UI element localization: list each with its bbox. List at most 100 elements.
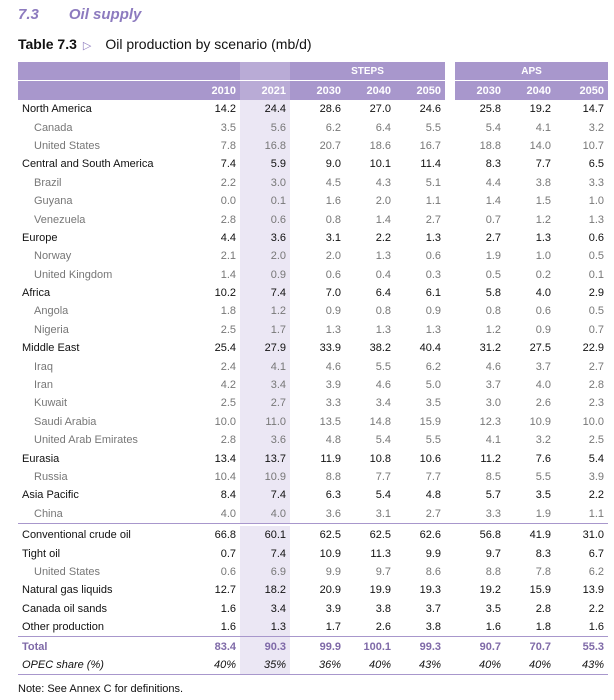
value-cell: 2.0	[240, 247, 290, 266]
value-cell: 2.6	[535, 397, 552, 410]
value-cell: 3.0	[240, 173, 290, 192]
value-cell: 2.0	[375, 195, 391, 208]
value-cell: 2.7	[485, 231, 502, 244]
value-cell: 0.9	[425, 305, 442, 318]
value-cell: 3.5	[485, 602, 502, 615]
header-cell	[240, 62, 290, 81]
value-cell: 3.6	[240, 228, 290, 248]
value-cell: 3.1	[325, 231, 341, 244]
table-row: Canada 3.5 5.6 6.2 6.4 5.5 5.4 4.1 3.2	[18, 118, 608, 137]
value-cell: 11.0	[240, 412, 290, 432]
arrow-icon: ▷	[82, 40, 92, 52]
value-cell: 8.3	[535, 547, 552, 560]
row-label: Africa	[22, 287, 51, 300]
table-row: Africa 10.2 7.4 7.0 6.4 6.1 5.8 4.0 2.9	[18, 283, 608, 303]
value-cell: 11.3	[370, 547, 391, 560]
row-label: United States	[34, 139, 101, 152]
table-row: United States 0.6 6.9 9.9 9.7 8.6 8.8 7.8 6.2	[18, 562, 608, 582]
value-cell: 12.3	[479, 415, 502, 428]
value-cell: 3.6	[325, 507, 341, 520]
row-label: North America	[22, 103, 92, 116]
header-cell	[18, 62, 185, 81]
gap-cell	[445, 562, 456, 582]
value-cell: 3.4	[240, 599, 290, 618]
value-cell: 3.3	[485, 507, 502, 520]
value-cell: 3.5	[220, 121, 236, 134]
row-label: United Arab Emirates	[34, 434, 138, 447]
value-cell: 0.1	[240, 191, 290, 211]
year-header: 2021	[240, 80, 290, 100]
value-cell: 4.0	[535, 287, 552, 300]
gap-cell	[445, 118, 456, 137]
value-cell: 4.3	[375, 176, 391, 189]
value-cell: 8.4	[220, 489, 236, 502]
row-label: Norway	[34, 250, 72, 263]
value-cell: 38.2	[369, 342, 391, 355]
value-cell: 0.8	[375, 305, 391, 318]
separator	[18, 523, 609, 526]
value-cell: 1.6	[588, 621, 605, 634]
value-cell: 5.1	[425, 176, 442, 189]
value-cell: 0.1	[588, 268, 605, 281]
value-cell: 3.1	[375, 507, 391, 520]
value-cell: 16.8	[240, 136, 290, 156]
row-label: Angola	[34, 305, 69, 318]
value-cell: 13.5	[319, 415, 341, 428]
value-cell: 62.6	[419, 529, 442, 542]
value-cell: 1.6	[325, 195, 341, 208]
value-cell: 1.4	[485, 195, 502, 208]
value-cell: 6.3	[325, 489, 341, 502]
table-row: China 4.0 4.0 3.6 3.1 2.7 3.3 1.9 1.1	[18, 504, 608, 524]
gap-cell	[445, 136, 456, 156]
value-cell: 5.9	[240, 155, 290, 174]
gap-cell	[445, 431, 456, 450]
value-cell: 0.5	[588, 305, 605, 318]
value-cell: 7.4	[240, 544, 290, 563]
value-cell: 6.9	[240, 562, 290, 582]
value-cell: 2.1	[220, 250, 236, 263]
table-row: Guyana 0.0 0.1 1.6 2.0 1.1 1.4 1.5 1.0	[18, 191, 608, 211]
value-cell: 62.5	[319, 529, 341, 542]
value-cell: 1.4	[220, 268, 236, 281]
gap-cell	[445, 62, 456, 81]
value-cell: 10.9	[240, 467, 290, 487]
value-cell: 15.9	[419, 415, 442, 428]
value-cell: 3.7	[425, 602, 442, 615]
value-cell: 20.7	[319, 139, 341, 152]
gap-cell	[445, 525, 456, 545]
value-cell: 10.1	[369, 158, 391, 171]
value-cell: 27.9	[240, 339, 290, 358]
section-number: 7.3	[18, 6, 39, 23]
year-header: 2030	[290, 80, 345, 100]
value-cell: 4.0	[535, 379, 552, 392]
table-row: Iraq 2.4 4.1 4.6 5.5 6.2 4.6 3.7 2.7	[18, 357, 608, 376]
value-cell: 0.6	[220, 565, 236, 578]
row-label: China	[34, 507, 63, 520]
value-cell: 14.0	[529, 139, 552, 152]
value-cell: 10.0	[214, 415, 236, 428]
table-row: Tight oil 0.7 7.4 10.9 11.3 9.9 9.7 8.3 6.7	[18, 544, 608, 563]
value-cell: 5.6	[240, 118, 290, 137]
row-label: Central and South America	[22, 158, 154, 171]
value-cell: 20.9	[319, 584, 341, 597]
value-cell: 4.8	[325, 434, 341, 447]
table-title: Table 7.3 ▷ Oil production by scenario (mb…	[18, 36, 312, 52]
value-cell: 0.5	[485, 268, 502, 281]
row-label: OPEC share (%)	[18, 655, 185, 676]
table-row: Iran 4.2 3.4 3.9 4.6 5.0 3.7 4.0 2.8	[18, 375, 608, 395]
row-label: Total	[18, 636, 185, 656]
table-row: Asia Pacific 8.4 7.4 6.3 5.4 4.8 5.7 3.5 2.2	[18, 486, 608, 505]
gap-cell	[445, 599, 456, 618]
value-cell: 1.7	[325, 621, 341, 634]
value-cell: 2.0	[325, 250, 341, 263]
year-header: 2050	[555, 80, 609, 100]
value-cell: 3.7	[485, 379, 502, 392]
value-cell: 2.8	[588, 379, 605, 392]
value-cell: 0.6	[535, 305, 552, 318]
value-cell: 1.9	[535, 507, 552, 520]
gap-cell	[445, 581, 456, 600]
value-cell: 7.7	[535, 158, 552, 171]
value-cell: 3.2	[535, 434, 552, 447]
value-cell: 25.4	[214, 342, 236, 355]
value-cell: 9.9	[325, 565, 341, 578]
